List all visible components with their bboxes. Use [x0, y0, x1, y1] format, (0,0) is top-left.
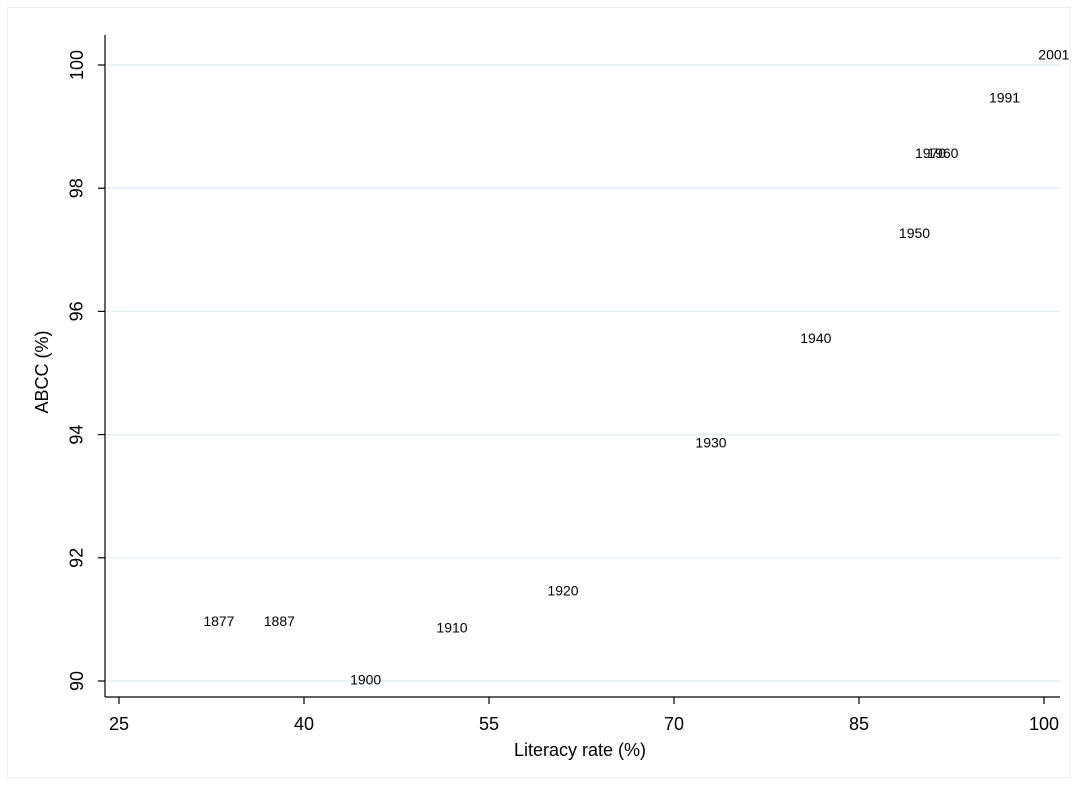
point-label-1920: 1920 — [547, 582, 578, 598]
y-tick-label: 96 — [67, 301, 87, 321]
point-label-1877: 1877 — [203, 613, 234, 629]
x-ticks: 25 40 55 70 85 100 — [109, 697, 1059, 734]
point-label-1910: 1910 — [436, 619, 467, 635]
y-axis-title: ABCC (%) — [32, 330, 52, 413]
y-tick-label: 90 — [67, 671, 87, 691]
point-label-1950: 1950 — [899, 225, 930, 241]
x-tick-label: 85 — [849, 714, 869, 734]
x-tick-label: 25 — [109, 714, 129, 734]
point-label-1960: 1960 — [927, 145, 958, 161]
point-label-1930: 1930 — [695, 435, 726, 451]
y-tick-label: 98 — [67, 178, 87, 198]
axes — [105, 35, 1060, 697]
point-label-2001: 2001 — [1038, 46, 1069, 62]
data-points: 1877 188719001910192019301940195019701960… — [203, 46, 1069, 687]
point-label-1887: 1887 — [264, 613, 295, 629]
y-ticks: 90 92 94 96 98 100 — [67, 50, 105, 691]
x-tick-label: 100 — [1029, 714, 1059, 734]
x-tick-label: 55 — [479, 714, 499, 734]
x-axis-title: Literacy rate (%) — [514, 740, 646, 760]
point-label-1900: 1900 — [350, 672, 381, 688]
x-tick-label: 40 — [294, 714, 314, 734]
point-label-1940: 1940 — [800, 330, 831, 346]
y-tick-label: 100 — [67, 50, 87, 80]
x-tick-label: 70 — [664, 714, 684, 734]
point-label-1991: 1991 — [989, 90, 1020, 106]
y-tick-label: 92 — [67, 548, 87, 568]
y-tick-label: 94 — [67, 425, 87, 445]
